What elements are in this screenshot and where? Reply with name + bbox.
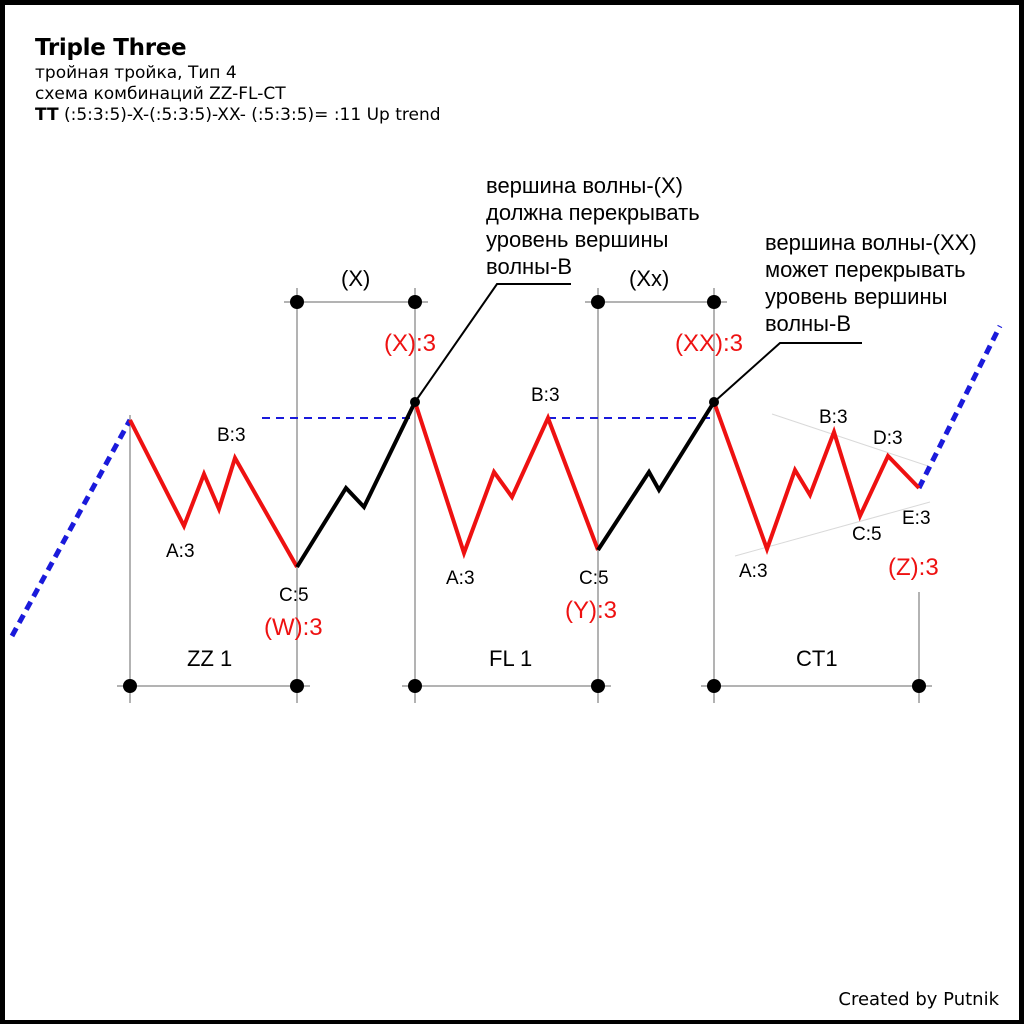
marker-x-top <box>410 397 420 407</box>
marker-ct-end <box>912 679 926 693</box>
label-ct-c: C:5 <box>852 524 882 545</box>
formula-text: (:5:3:5)-X-(:5:3:5)-XX- (:5:3:5)= :11 Up… <box>58 105 441 125</box>
note-x-line-1: вершина волны-(X) <box>486 173 683 198</box>
note-x: вершина волны-(X) должна перекрывать уро… <box>486 173 700 279</box>
wave-paths <box>128 400 921 569</box>
note-xx-line-4: волны-B <box>765 311 851 336</box>
subtitle-scheme: схема комбинаций ZZ-FL-CT <box>35 84 286 104</box>
marker-x-end <box>408 295 422 309</box>
diagram-frame: Triple Three тройная тройка, Тип 4 схема… <box>3 3 1021 1022</box>
marker-zz-end <box>290 679 304 693</box>
note-xx: вершина волны-(XX) может перекрывать уро… <box>765 230 977 336</box>
guide-lines <box>117 288 932 703</box>
label-x: (X):3 <box>384 330 436 357</box>
credit: Created by Putnik <box>838 989 999 1010</box>
wave-x-link <box>295 401 417 569</box>
note-x-line-4: волны-B <box>486 254 572 279</box>
marker-ct-start <box>707 679 721 693</box>
note-xx-line-1: вершина волны-(XX) <box>765 230 977 255</box>
note-x-line-3: уровень вершины <box>486 227 668 252</box>
label-fl-segment: FL 1 <box>489 646 532 671</box>
label-ct-b: B:3 <box>819 407 848 428</box>
note-xx-line-3: уровень вершины <box>765 284 947 309</box>
label-zz-c: C:5 <box>279 585 309 606</box>
label-xx-span: (Xx) <box>629 266 669 291</box>
leader-x-note <box>414 283 571 403</box>
trend-lines <box>9 324 1003 638</box>
label-xx: (XX):3 <box>675 330 743 357</box>
note-x-line-2: должна перекрывать <box>486 200 700 225</box>
callout-leaders <box>414 283 862 403</box>
marker-fl-end <box>591 679 605 693</box>
markers <box>123 295 926 693</box>
subtitle-type: тройная тройка, Тип 4 <box>35 63 237 83</box>
marker-xx-end <box>707 295 721 309</box>
label-ct-d: D:3 <box>873 428 903 449</box>
marker-fl-start <box>408 679 422 693</box>
marker-x-start <box>290 295 304 309</box>
label-zz-a: A:3 <box>166 541 195 562</box>
label-w: (W):3 <box>264 614 323 641</box>
wave-xx-link <box>596 400 716 552</box>
wave-zigzag <box>128 419 299 568</box>
trend-in <box>9 418 133 638</box>
note-xx-line-2: может перекрывать <box>765 257 966 282</box>
label-ct-segment: CT1 <box>796 646 838 671</box>
label-x-span: (X) <box>341 266 370 291</box>
trend-out <box>916 324 1003 490</box>
header: Triple Three тройная тройка, Тип 4 схема… <box>35 33 441 126</box>
formula-prefix: TT <box>35 105 59 125</box>
label-y: (Y):3 <box>565 597 617 624</box>
label-z: (Z):3 <box>888 554 939 581</box>
wave-flat <box>413 401 600 560</box>
subtitle-formula: TT (:5:3:5)-X-(:5:3:5)-XX- (:5:3:5)= :11… <box>35 105 441 126</box>
label-fl-b: B:3 <box>531 385 560 406</box>
label-zz-b: B:3 <box>217 425 246 446</box>
wave-triangle <box>712 401 921 555</box>
triangle-lower-line <box>734 501 931 557</box>
label-ct-a: A:3 <box>739 561 768 582</box>
marker-zz-start <box>123 679 137 693</box>
diagram-title: Triple Three <box>35 35 187 61</box>
wave-diagram: (X) (Xx) ZZ 1 FL 1 CT1 A:3 B:3 C:5 A:3 B… <box>9 173 1003 703</box>
label-fl-a: A:3 <box>446 568 475 589</box>
triangle-upper-line <box>771 413 929 467</box>
marker-xx-start <box>591 295 605 309</box>
leader-xx-note <box>713 342 862 403</box>
label-fl-c: C:5 <box>579 568 609 589</box>
marker-xx-top <box>709 397 719 407</box>
label-zz-segment: ZZ 1 <box>187 646 232 671</box>
label-ct-e: E:3 <box>902 508 931 529</box>
